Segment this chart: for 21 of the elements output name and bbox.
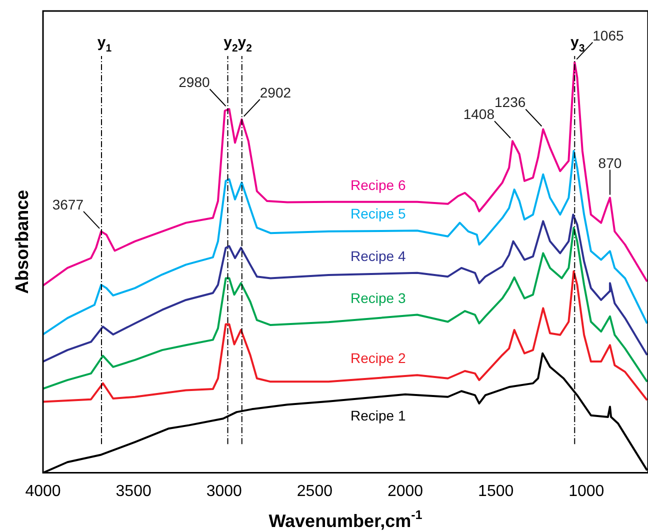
annotation: 3677 — [52, 196, 84, 212]
x-tick-label: 1500 — [478, 482, 514, 500]
series-label: Recipe 1 — [350, 407, 406, 424]
series-label: Recipe 2 — [350, 350, 406, 366]
annotation: 870 — [598, 154, 622, 171]
x-tick-label: 4000 — [25, 482, 61, 500]
x-tick-label: 2500 — [296, 482, 333, 500]
x-tick-label: 2000 — [387, 482, 424, 500]
x-tick-label: 3000 — [206, 482, 242, 500]
series-label: Recipe 4 — [350, 248, 406, 264]
x-tick-label: 3500 — [116, 482, 152, 500]
annotation: 2902 — [260, 84, 292, 100]
x-tick-label: 1000 — [568, 482, 604, 500]
series-label: Recipe 6 — [350, 176, 406, 193]
series-label: Recipe 3 — [350, 290, 406, 306]
y-axis-title: Absorbance — [12, 190, 32, 294]
series-label: Recipe 5 — [350, 206, 406, 222]
annotation: 2980 — [178, 74, 210, 90]
annotation: 1408 — [463, 106, 495, 122]
annotation: 1236 — [494, 94, 526, 110]
annotation: 1065 — [592, 27, 624, 44]
